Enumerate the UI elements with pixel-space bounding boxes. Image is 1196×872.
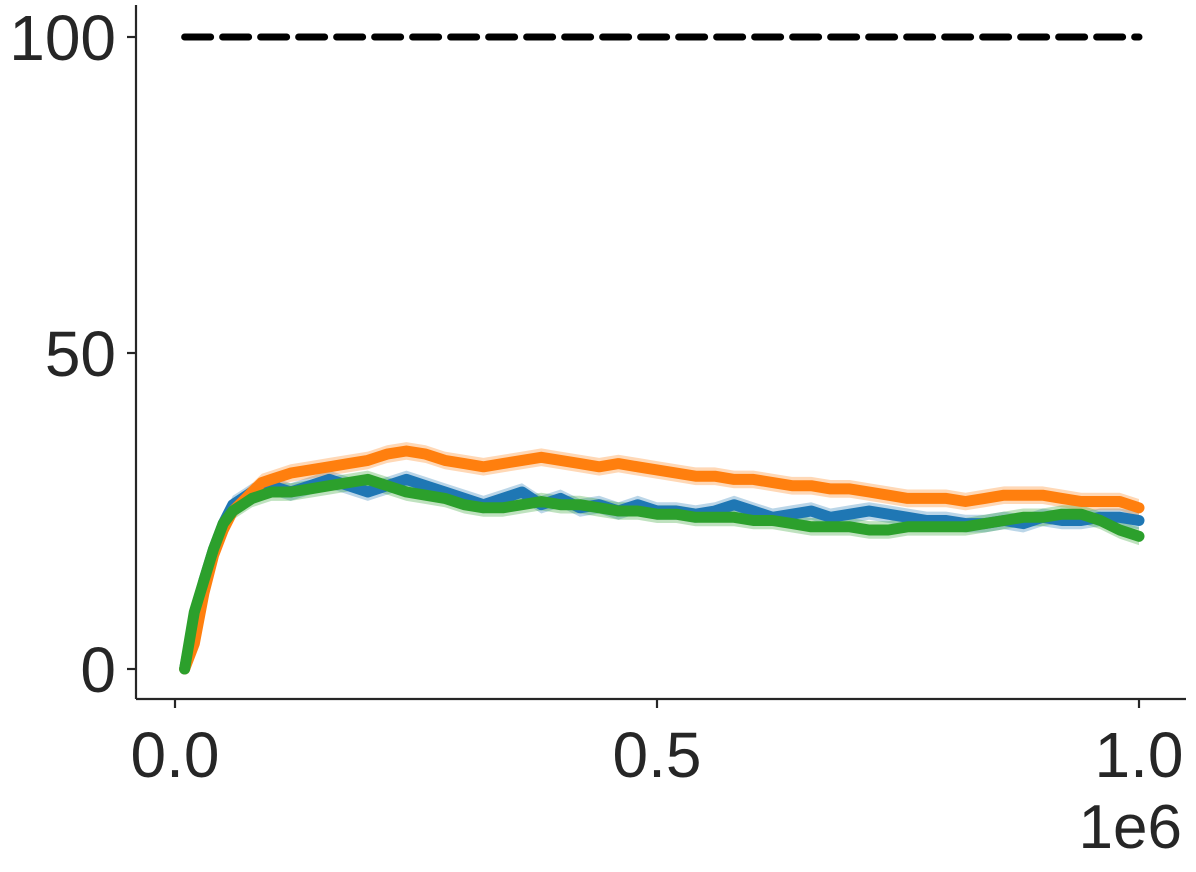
series-lines <box>179 445 1145 675</box>
y-tick-label: 50 <box>45 318 116 390</box>
y-tick-label: 100 <box>9 2 116 74</box>
y-tick-label: 0 <box>80 634 116 706</box>
axes <box>134 5 1186 701</box>
series-1-line <box>179 473 1145 675</box>
x-tick-label: 0.5 <box>613 719 702 791</box>
x-tick-label: 1.0 <box>1095 719 1184 791</box>
ticks: 0 50 100 0.0 0.5 1.0 <box>9 2 1183 791</box>
x-tick-label: 0.0 <box>131 719 220 791</box>
series-2-line <box>179 445 1145 675</box>
x-scale-label: 1e6 <box>1079 793 1182 862</box>
series-3-line <box>179 473 1145 675</box>
